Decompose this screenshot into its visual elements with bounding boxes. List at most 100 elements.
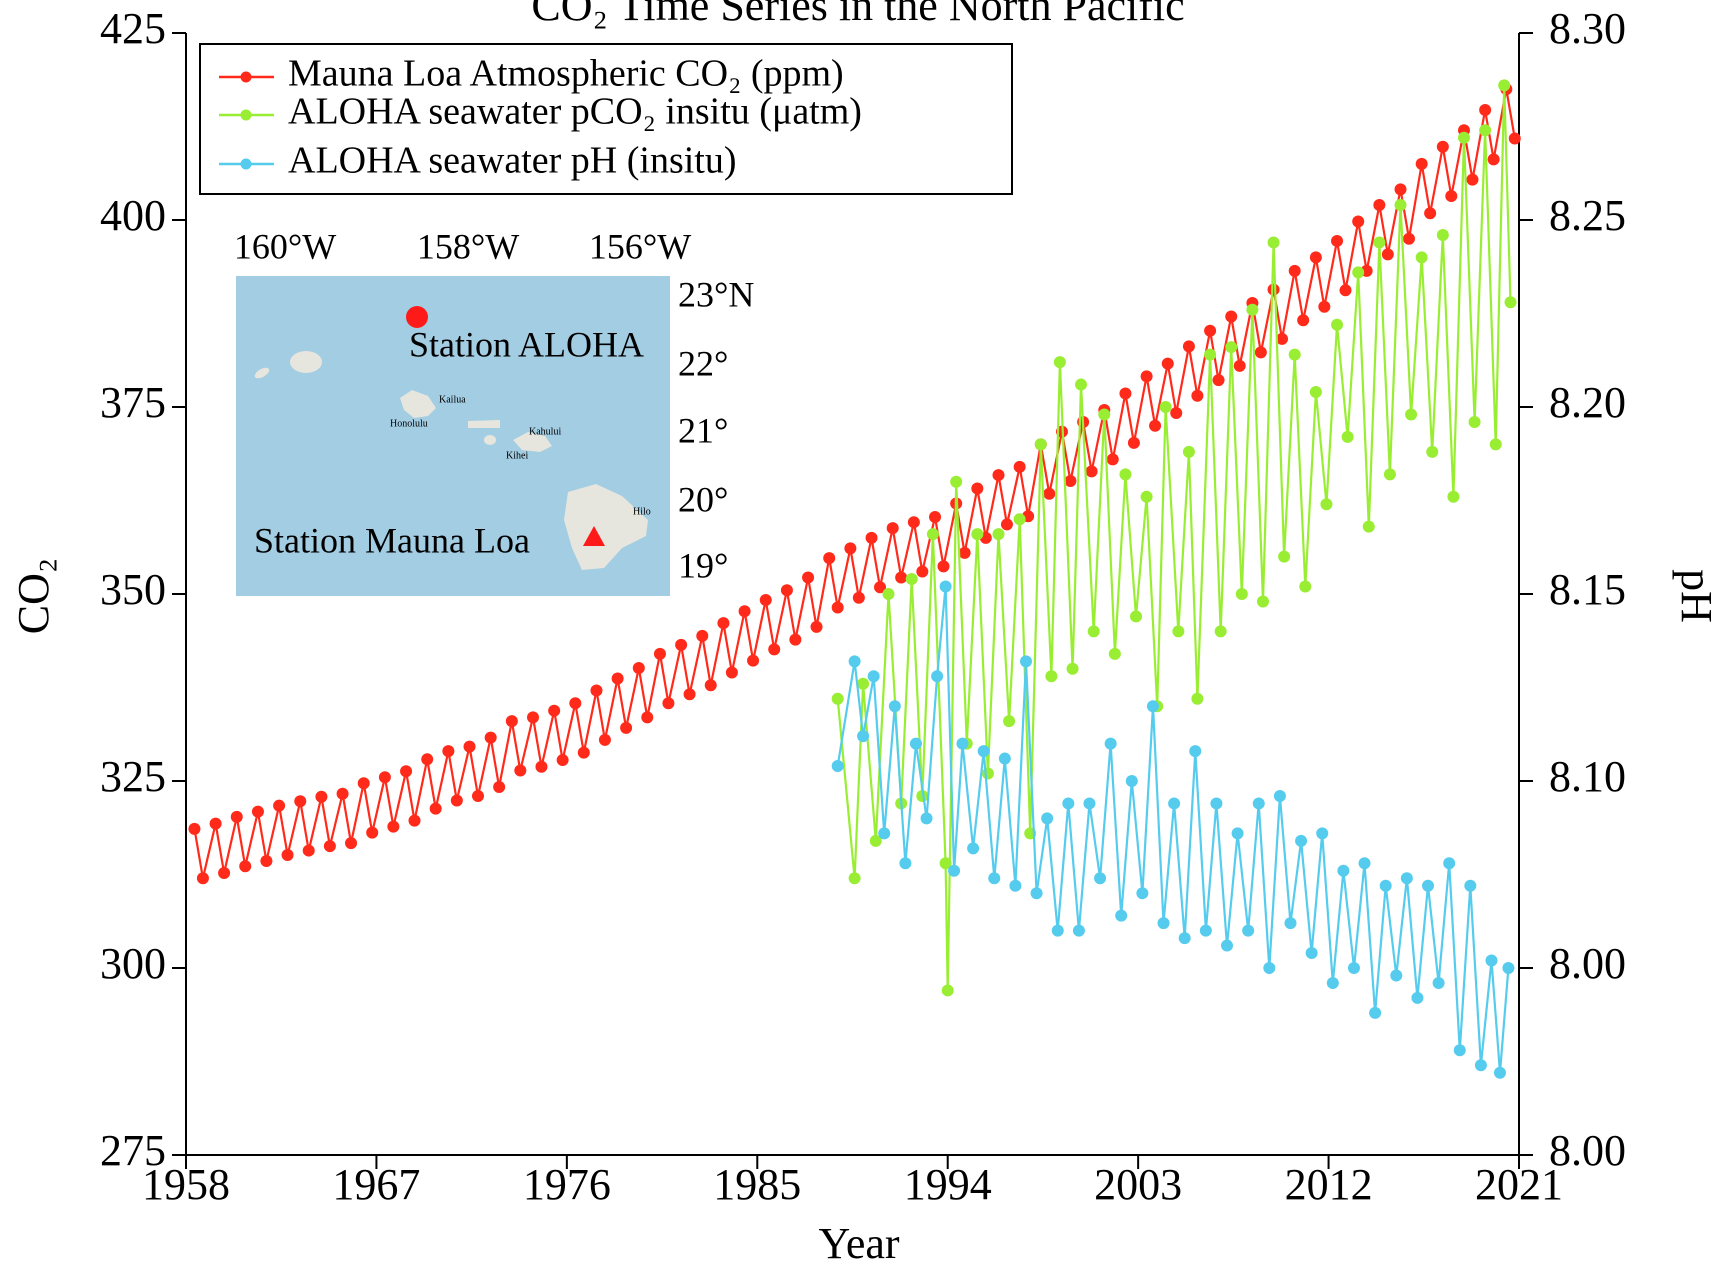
data-point <box>1339 284 1351 296</box>
legend-label: ALOHA seawater pCO₂ insitu (μatm) <box>288 91 862 133</box>
data-point <box>857 730 869 742</box>
lat-label: 20° <box>678 479 728 519</box>
data-point <box>726 667 738 679</box>
data-point <box>641 711 653 723</box>
data-point <box>868 670 880 682</box>
data-point <box>1263 962 1275 974</box>
data-point <box>1109 648 1121 660</box>
data-point <box>1416 251 1428 263</box>
data-point <box>1458 132 1470 144</box>
data-point <box>1172 625 1184 637</box>
data-point <box>1348 962 1360 974</box>
data-point <box>1485 955 1497 967</box>
data-point <box>1479 124 1491 136</box>
data-point <box>1445 190 1457 202</box>
place-label: Kihei <box>506 450 528 461</box>
data-point <box>493 781 505 793</box>
data-point <box>315 791 327 803</box>
data-point <box>1466 174 1478 186</box>
lat-label: 22° <box>678 343 728 383</box>
data-point <box>527 711 539 723</box>
data-point <box>358 777 370 789</box>
data-point <box>1464 880 1476 892</box>
data-point <box>1327 977 1339 989</box>
data-point <box>878 827 890 839</box>
y2-tick-label: 8.20 <box>1549 378 1626 427</box>
data-point <box>345 837 357 849</box>
data-point <box>1009 880 1021 892</box>
data-point <box>1306 947 1318 959</box>
chart: CO₂ Time Series in the North Pacific Yea… <box>0 0 1716 1272</box>
data-point <box>1075 379 1087 391</box>
data-point <box>569 697 581 709</box>
data-point <box>1162 358 1174 370</box>
lat-label: 23°N <box>678 274 754 314</box>
data-point <box>662 697 674 709</box>
data-point <box>1320 498 1332 510</box>
data-point <box>937 560 949 572</box>
data-point <box>1225 310 1237 322</box>
data-point <box>1255 346 1267 358</box>
data-point <box>1149 420 1161 432</box>
legend-marker <box>241 110 252 121</box>
x-tick-label: 1967 <box>332 1160 420 1209</box>
x-tick-label: 2003 <box>1094 1160 1182 1209</box>
data-point <box>612 673 624 685</box>
data-point <box>231 811 243 823</box>
data-point <box>1447 491 1459 503</box>
data-point <box>1191 390 1203 402</box>
data-point <box>1094 872 1106 884</box>
data-point <box>1141 370 1153 382</box>
data-point <box>811 621 823 633</box>
data-point <box>1373 236 1385 248</box>
data-point <box>1003 715 1015 727</box>
place-label: Kahului <box>529 426 561 437</box>
legend-label: ALOHA seawater pH (insitu) <box>288 140 737 182</box>
data-point <box>472 790 484 802</box>
data-point <box>535 761 547 773</box>
data-point <box>514 765 526 777</box>
data-point <box>1257 595 1269 607</box>
y-axis-label: CO₂ <box>9 558 58 634</box>
data-point <box>218 867 230 879</box>
data-point <box>967 842 979 854</box>
data-point <box>1488 153 1500 165</box>
data-point <box>942 984 954 996</box>
data-point <box>696 630 708 642</box>
data-point <box>1179 932 1191 944</box>
data-point <box>1073 925 1085 937</box>
data-point <box>1189 745 1201 757</box>
data-point <box>948 865 960 877</box>
lon-label: 156°W <box>589 226 691 266</box>
data-point <box>1380 880 1392 892</box>
legend: Mauna Loa Atmospheric CO₂ (ppm)ALOHA sea… <box>200 44 1012 194</box>
data-point <box>1105 738 1117 750</box>
data-point <box>1433 977 1445 989</box>
data-point <box>1395 199 1407 211</box>
data-point <box>906 573 918 585</box>
data-point <box>1469 416 1481 428</box>
data-point <box>599 734 611 746</box>
data-point <box>899 857 911 869</box>
data-point <box>633 662 645 674</box>
data-point <box>957 738 969 750</box>
data-point <box>802 572 814 584</box>
data-point <box>1475 1059 1487 1071</box>
y-tick-label: 400 <box>100 191 166 240</box>
data-point <box>1064 475 1076 487</box>
data-point <box>1115 910 1127 922</box>
data-point <box>1268 284 1280 296</box>
data-point <box>303 845 315 857</box>
chart-title: CO₂ Time Series in the North Pacific <box>531 0 1184 30</box>
data-point <box>849 655 861 667</box>
data-point <box>1107 453 1119 465</box>
data-point <box>844 542 856 554</box>
data-point <box>1318 301 1330 313</box>
series-line <box>838 587 1509 1073</box>
data-point <box>1490 438 1502 450</box>
data-point <box>1204 349 1216 361</box>
data-point <box>421 753 433 765</box>
data-point <box>675 639 687 651</box>
data-point <box>1130 610 1142 622</box>
data-point <box>1437 229 1449 241</box>
